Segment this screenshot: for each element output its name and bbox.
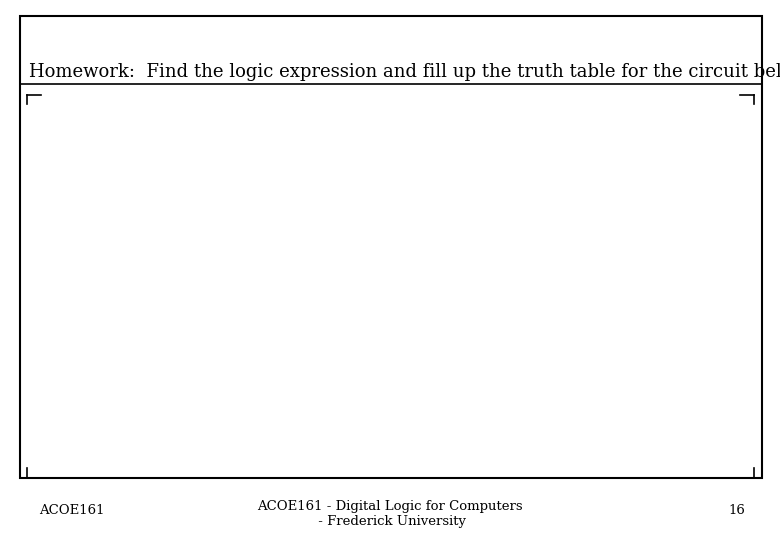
Text: 16: 16	[728, 504, 745, 517]
Text: ACOE161 - Digital Logic for Computers
 - Frederick University: ACOE161 - Digital Logic for Computers - …	[257, 500, 523, 528]
Text: Homework:  Find the logic expression and fill up the truth table for the circuit: Homework: Find the logic expression and …	[29, 63, 780, 80]
Bar	[20, 16, 762, 478]
Text: ACOE161: ACOE161	[39, 504, 105, 517]
